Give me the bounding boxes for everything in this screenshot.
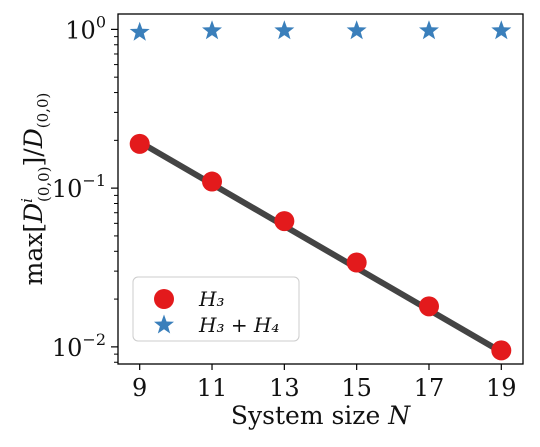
- data-point-star: [346, 20, 367, 40]
- data-layer: [129, 20, 512, 361]
- y-label-D2: D: [19, 128, 48, 149]
- x-tick-label: 13: [269, 374, 300, 402]
- legend-marker-circle: [154, 289, 174, 309]
- x-tick-label: 11: [197, 374, 228, 402]
- y-tick-label: 10−1: [52, 171, 106, 203]
- y-tick-label: 10−2: [52, 330, 106, 362]
- y-label-sub2: (0,0): [34, 93, 52, 129]
- series-h3-plus-h4: [129, 20, 512, 41]
- data-point-star: [129, 21, 150, 41]
- y-label-D: D: [19, 203, 48, 224]
- y-tick-exponent: −1: [82, 171, 106, 190]
- x-axis-label: System size N: [231, 401, 411, 430]
- y-tick-mantissa: 10: [52, 334, 83, 362]
- data-point-circle: [202, 171, 223, 192]
- x-tick-label: 15: [341, 374, 372, 402]
- data-point-star: [491, 20, 512, 40]
- legend-marker-star: [154, 314, 174, 334]
- plot-frame: [117, 13, 524, 365]
- legend-item: H₃: [154, 287, 224, 311]
- y-tick-mantissa: 10: [52, 175, 83, 203]
- y-tick-exponent: −2: [82, 330, 106, 349]
- data-point-circle: [129, 133, 150, 154]
- data-point-circle: [418, 296, 439, 317]
- x-axis-label-text: System size: [231, 401, 388, 430]
- series-h3: [129, 133, 512, 361]
- y-tick-mantissa: 10: [65, 16, 96, 44]
- data-point-star: [274, 20, 295, 40]
- y-label-max: max[: [19, 223, 48, 285]
- legend-label: H₃ + H₄: [198, 313, 279, 337]
- x-tick-label: 19: [486, 374, 517, 402]
- fit-line: [138, 139, 503, 355]
- y-tick-exponent: 0: [96, 12, 106, 31]
- x-tick-label: 17: [414, 374, 445, 402]
- data-point-star: [202, 20, 222, 40]
- y-label-sup: i: [18, 198, 36, 203]
- legend-label: H₃: [198, 287, 224, 311]
- frame-layer: [117, 13, 524, 365]
- y-label-slash: ]/: [19, 148, 48, 167]
- y-tick-label: 100: [65, 12, 106, 44]
- y-label-sub: (0,0): [35, 166, 53, 202]
- x-axis-label-var: N: [387, 401, 411, 430]
- data-point-circle: [346, 252, 367, 273]
- data-point-circle: [491, 340, 512, 361]
- x-tick-label: 9: [132, 374, 147, 402]
- y-axis-label: max[Di(0,0)]/D(0,0): [18, 93, 53, 286]
- data-point-star: [419, 20, 439, 40]
- legend-item: H₃ + H₄: [154, 313, 279, 337]
- legend-box: [132, 276, 300, 342]
- data-point-circle: [274, 211, 295, 232]
